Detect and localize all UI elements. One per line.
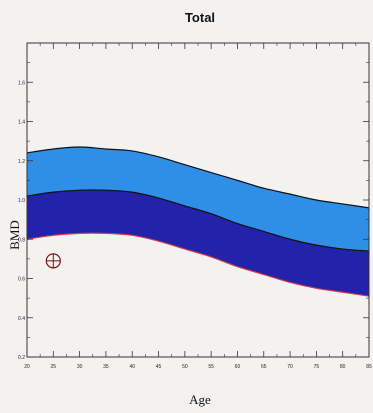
x-tick-label: 45 [156, 364, 162, 370]
series-line-2 [26, 189, 370, 252]
data-marker [45, 253, 61, 269]
x-tick-label: 80 [340, 364, 346, 370]
x-tick-label: 50 [182, 364, 188, 370]
y-tick-label: 0.8 [18, 237, 25, 243]
series-line-3 [26, 232, 370, 297]
lines-group [26, 146, 370, 297]
x-tick-label: 65 [261, 364, 267, 370]
y-tick-label: 0.4 [18, 316, 25, 322]
x-tick-label: 20 [24, 364, 30, 370]
x-tick-label: 70 [287, 364, 293, 370]
chart-title: Total [185, 10, 215, 25]
x-tick-label: 30 [77, 364, 83, 370]
y-tick-label: 0.6 [18, 277, 25, 283]
x-tick-label: 55 [208, 364, 214, 370]
y-tick-label: 0.2 [18, 355, 25, 361]
series-line-1 [26, 146, 370, 209]
ticks-group: 20 25 30 35 40 45 50 55 60 65 70 75 80 85 0.2 0.4 0.6 0.8… [18, 43, 372, 370]
x-tick-label: 40 [129, 364, 135, 370]
y-tick-label: 1.0 [18, 198, 25, 204]
y-tick-label: 1.6 [18, 80, 25, 86]
y-axis-label: BMD [7, 220, 22, 250]
x-tick-label: 85 [366, 364, 372, 370]
y-tick-label: 1.2 [18, 159, 25, 165]
x-tick-label: 25 [51, 364, 57, 370]
x-tick-label: 60 [235, 364, 241, 370]
band-2 [27, 189, 369, 297]
x-tick-label: 75 [314, 364, 320, 370]
band-1 [27, 147, 369, 252]
x-axis-label: Age [189, 392, 211, 407]
x-tick-label: 35 [103, 364, 109, 370]
bands-group [27, 147, 369, 297]
y-tick-label: 1.4 [18, 120, 25, 126]
